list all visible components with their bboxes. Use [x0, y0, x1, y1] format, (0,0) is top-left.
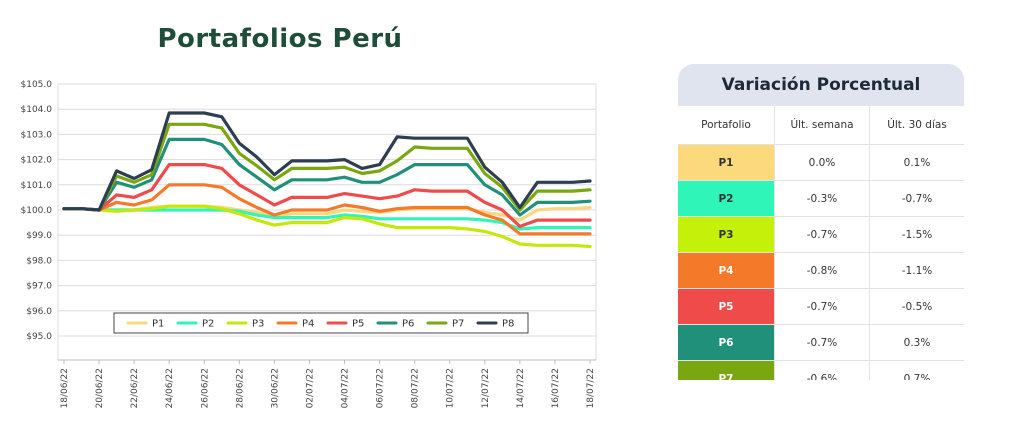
x-tick-label: 06/07/22 — [376, 368, 386, 408]
x-tick-label: 30/06/22 — [270, 368, 280, 408]
last-week-cell: -0.8% — [774, 253, 869, 288]
series-line-p6 — [62, 137, 592, 217]
series-line-p4 — [62, 183, 592, 236]
last-30-days-cell: -0.7% — [869, 181, 964, 216]
portfolio-cell: P1 — [678, 145, 774, 180]
last-30-days-cell: 0.1% — [869, 145, 964, 180]
header-last-30-days: Últ. 30 días — [869, 106, 964, 144]
table-row: P6 -0.7% 0.3% — [678, 324, 964, 360]
last-week-cell: -0.7% — [774, 217, 869, 252]
table-row: P1 0.0% 0.1% — [678, 144, 964, 180]
x-tick-label: 14/07/22 — [516, 368, 526, 408]
last-week-cell: -0.7% — [774, 289, 869, 324]
y-tick-label: $97.0 — [26, 282, 52, 292]
x-tick-label: 22/06/22 — [130, 368, 140, 408]
legend-label: P1 — [152, 319, 164, 330]
line-chart: $95.0 $96.0 $97.0 $98.0 $99.0 $100.0 $101.0 $10… — [21, 80, 597, 408]
x-tick-label: 16/07/22 — [551, 368, 561, 408]
variation-table: Variación Porcentual Portafolio Últ. sem… — [678, 64, 964, 380]
last-30-days-cell: -0.5% — [869, 289, 964, 324]
series-line-p5 — [62, 163, 592, 228]
portfolio-cell: P7 — [678, 361, 774, 380]
last-week-cell: -0.7% — [774, 325, 869, 360]
x-tick-label: 18/07/22 — [586, 368, 596, 408]
y-tick-label: $100.0 — [21, 206, 53, 216]
legend-label: P8 — [502, 319, 514, 330]
table-row: P4 -0.8% -1.1% — [678, 252, 964, 288]
table-row: P3 -0.7% -1.5% — [678, 216, 964, 252]
x-tick-label: 04/07/22 — [341, 368, 351, 408]
table-title: Variación Porcentual — [678, 64, 964, 106]
x-tick-label: 02/07/22 — [305, 368, 315, 408]
header-portfolio: Portafolio — [701, 119, 751, 131]
legend-label: P7 — [452, 319, 464, 330]
table-row: P7 -0.6% 0.7% — [678, 360, 964, 380]
last-week-cell: 0.0% — [774, 145, 869, 180]
last-week-cell: -0.6% — [774, 361, 869, 380]
y-tick-label: $99.0 — [26, 231, 52, 241]
last-30-days-cell: -1.5% — [869, 217, 964, 252]
last-30-days-cell: 0.7% — [869, 361, 964, 380]
series-line-p3 — [62, 204, 592, 249]
chart-title: Portafolios Perú — [157, 24, 403, 54]
last-30-days-cell: -1.1% — [869, 253, 964, 288]
legend-label: P2 — [202, 319, 214, 330]
table-row: P5 -0.7% -0.5% — [678, 288, 964, 324]
x-tick-label: 08/07/22 — [411, 368, 421, 408]
last-week-cell: -0.3% — [774, 181, 869, 216]
table-body: P1 0.0% 0.1% P2 -0.3% -0.7% P3 -0.7% -1.5% P4 -0.8… — [678, 144, 964, 380]
portfolio-cell: P2 — [678, 181, 774, 216]
x-tick-label: 18/06/22 — [60, 368, 70, 408]
legend-label: P6 — [402, 319, 414, 330]
y-tick-label: $101.0 — [21, 181, 53, 191]
portfolio-cell: P4 — [678, 253, 774, 288]
portfolio-cell: P5 — [678, 289, 774, 324]
legend-label: P3 — [252, 319, 264, 330]
x-tick-label: 20/06/22 — [95, 368, 105, 408]
y-tick-label: $98.0 — [26, 256, 52, 266]
series-line-p8 — [62, 111, 592, 212]
header-last-week: Últ. semana — [774, 106, 869, 144]
series-line-p7 — [62, 122, 592, 212]
legend-label: P5 — [352, 319, 364, 330]
x-tick-label: 24/06/22 — [165, 368, 175, 408]
table-header-row: Portafolio Últ. semana Últ. 30 días — [678, 106, 964, 144]
table-row: P2 -0.3% -0.7% — [678, 180, 964, 216]
x-tick-label: 28/06/22 — [235, 368, 245, 408]
portfolio-cell: P6 — [678, 325, 774, 360]
x-tick-label: 10/07/22 — [446, 368, 456, 408]
y-tick-label: $103.0 — [21, 130, 53, 140]
legend-label: P4 — [302, 319, 314, 330]
y-tick-label: $95.0 — [26, 332, 52, 342]
x-tick-label: 12/07/22 — [481, 368, 491, 408]
y-tick-label: $96.0 — [26, 307, 52, 317]
portfolio-cell: P3 — [678, 217, 774, 252]
y-tick-label: $102.0 — [21, 156, 53, 166]
last-30-days-cell: 0.3% — [869, 325, 964, 360]
x-tick-label: 26/06/22 — [200, 368, 210, 408]
y-tick-label: $104.0 — [21, 105, 53, 115]
y-tick-label: $105.0 — [21, 80, 53, 90]
legend — [113, 312, 529, 334]
